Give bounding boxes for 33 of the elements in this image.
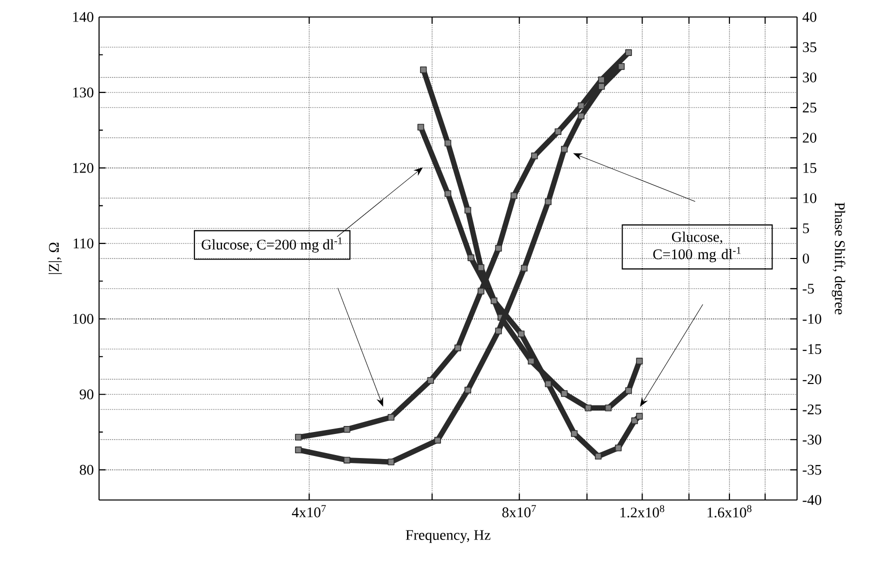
y-tick-label: 80 — [80, 464, 94, 475]
y2-tick-label: -20 — [802, 374, 822, 384]
y-tick-label: 140 — [73, 12, 94, 22]
y2-axis-title: Phase Shift, degree — [832, 202, 846, 314]
y-tick-label: 120 — [73, 163, 94, 173]
y2-tick-label: 0 — [802, 254, 809, 264]
y2-tick-label: 25 — [802, 102, 816, 112]
annotation: Glucose, C=200 mg dl$^{-1}$ — [202, 237, 342, 253]
x-tick-label: 1.6x10$^{8}$ — [708, 505, 752, 518]
y2-tick-label: 5 — [803, 223, 809, 234]
y2-tick-label: 10 — [804, 193, 816, 204]
y2-tick-label: 20 — [802, 132, 816, 143]
y2-tick-label: 30 — [802, 72, 816, 82]
x-tick-label: 1.2x10$^{8}$ — [620, 505, 664, 518]
annotation: Glucose, C=100 mg dl$^{-1}$ — [653, 232, 741, 262]
y2-tick-label: -15 — [802, 344, 822, 354]
y2-tick-label: 40 — [802, 12, 816, 22]
y2-tick-label: -10 — [802, 314, 822, 324]
y-tick-label: 130 — [73, 88, 94, 98]
y2-tick-label: -30 — [802, 434, 822, 445]
y-tick-label: 90 — [80, 389, 94, 400]
x-tick-label: 8x10$^{7}$ — [502, 505, 536, 518]
y-tick-label: 110 — [74, 238, 94, 248]
y2-tick-label: -40 — [802, 495, 822, 505]
y2-tick-label: 15 — [804, 163, 816, 173]
x-axis-title: Frequency, Hz — [406, 530, 490, 543]
y2-tick-label: -5 — [802, 284, 814, 294]
y2-tick-label: -35 — [802, 464, 822, 475]
y-tick-label: 100 — [73, 314, 94, 324]
y2-tick-label: 35 — [802, 42, 816, 52]
x-tick-label: 4x10$^{7}$ — [292, 505, 326, 518]
y2-tick-label: -25 — [802, 404, 822, 414]
y-axis-title: |Z|, Ω — [48, 242, 62, 274]
